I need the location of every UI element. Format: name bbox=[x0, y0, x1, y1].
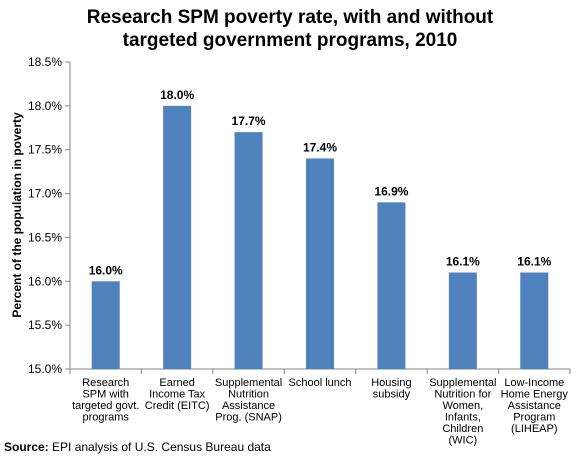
category-label: Earned Income Tax Credit (EITC) bbox=[145, 377, 210, 412]
y-tick-label: 18.5% bbox=[28, 55, 62, 69]
data-label: 17.7% bbox=[232, 114, 266, 128]
chart-title-line-2: targeted government programs, 2010 bbox=[122, 30, 458, 51]
source-text: EPI analysis of U.S. Census Bureau data bbox=[48, 440, 271, 454]
source-note: Source: EPI analysis of U.S. Census Bure… bbox=[4, 440, 271, 454]
bars bbox=[91, 105, 549, 369]
bar bbox=[163, 105, 192, 369]
chart-title-line-1: Research SPM poverty rate, with and with… bbox=[86, 7, 494, 28]
category-label: Research SPM with targeted govt. programs bbox=[72, 377, 139, 424]
y-tick-label: 18.0% bbox=[28, 99, 62, 113]
bar bbox=[234, 132, 263, 369]
data-label: 16.9% bbox=[374, 184, 408, 198]
data-label: 16.1% bbox=[446, 255, 480, 269]
bar bbox=[91, 281, 120, 369]
bar bbox=[306, 158, 334, 369]
category-labels: Research SPM with targeted govt. programsEa… bbox=[72, 377, 568, 447]
bar bbox=[520, 272, 549, 369]
y-tick-label: 15.0% bbox=[28, 362, 62, 376]
data-labels: 16.0% 18.0% 17.7% 17.4% 16.9% 16.1% 16.1% bbox=[89, 88, 552, 277]
category-label: Supplemental Nutrition Assistance Prog. (SN… bbox=[215, 377, 282, 424]
category-label: School lunch bbox=[289, 377, 352, 389]
source-label: Source: bbox=[4, 440, 49, 454]
category-label: Low-Income Home Energy Assistance Program (L… bbox=[501, 377, 569, 435]
y-tick-label: 17.5% bbox=[28, 143, 62, 157]
data-label: 16.0% bbox=[89, 263, 123, 277]
category-label: Supplemental Nutrition for Women, Infants, C… bbox=[429, 377, 496, 447]
axes: 15.0% 15.5% 16.0% 16.5% 17.0% 17.5% 18.0% 18.5% bbox=[28, 55, 571, 376]
y-tick-label: 17.0% bbox=[28, 187, 62, 201]
data-label: 17.4% bbox=[303, 140, 337, 154]
bar bbox=[448, 272, 477, 369]
y-tick-label: 16.5% bbox=[28, 230, 62, 244]
chart-title: Research SPM poverty rate, with and with… bbox=[0, 6, 580, 52]
bar bbox=[377, 202, 406, 369]
data-label: 16.1% bbox=[517, 255, 551, 269]
y-tick-label: 16.0% bbox=[28, 274, 62, 288]
y-axis-label: Percent of the population in poverty bbox=[10, 112, 24, 318]
y-tick-label: 15.5% bbox=[28, 318, 62, 332]
category-label: Housing subsidy bbox=[371, 377, 411, 401]
data-label: 18.0% bbox=[160, 88, 194, 102]
